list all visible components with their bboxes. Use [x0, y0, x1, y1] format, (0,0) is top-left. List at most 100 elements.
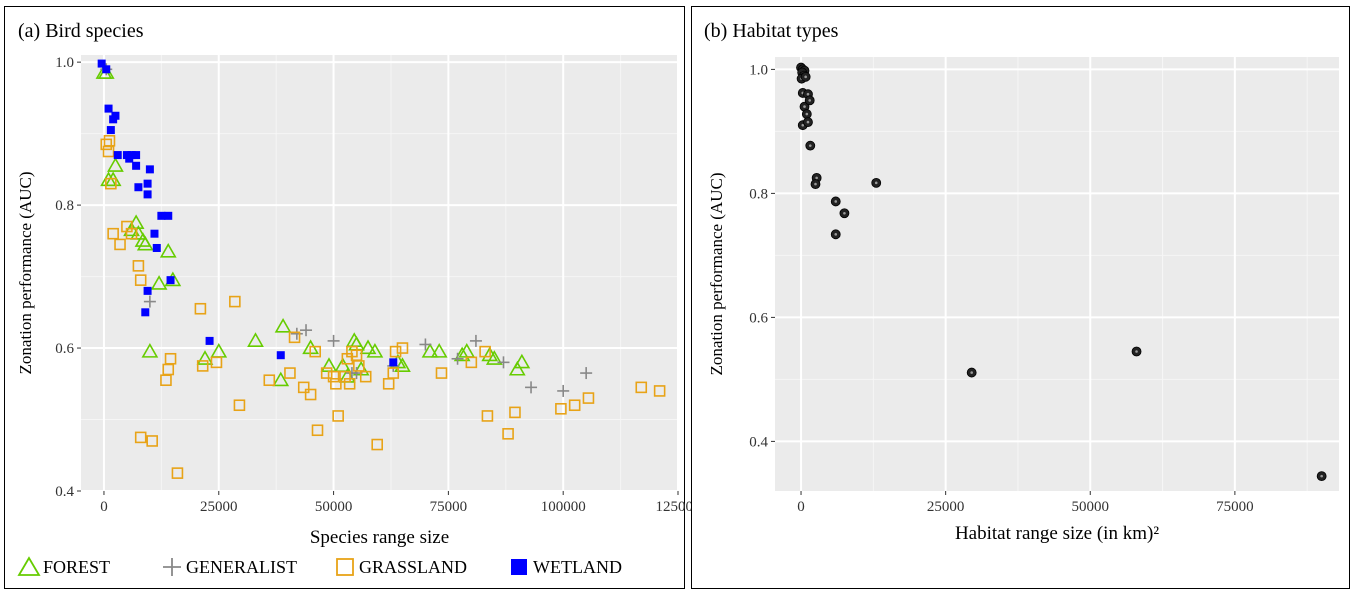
habitat-point-14: [805, 140, 816, 151]
y-tick-label: 1.0: [749, 62, 768, 78]
grassland-point-43: [396, 342, 409, 354]
grassland-point-37: [353, 360, 365, 372]
wetland-point-16: [150, 229, 159, 238]
grassland-point-9: [134, 274, 147, 286]
wetland-point-5: [111, 111, 120, 120]
grassland-point-31: [332, 410, 344, 422]
chart-bird-species: 0 25000 50000 75000 100000 125000 0.4 0.6 0.8 1.0…: [16, 20, 701, 577]
wetland-point-18: [157, 211, 166, 220]
forest-point-31: [430, 343, 448, 358]
grassland-point-20: [233, 399, 246, 412]
generalist-point-9: [451, 352, 464, 365]
y-axis-title: Zonation performance (AUC): [16, 172, 35, 375]
generalist-point-1: [143, 295, 156, 308]
forest-point-29: [394, 357, 411, 372]
x-tick-label: 50000: [1072, 499, 1110, 515]
grassland-point-7: [125, 227, 138, 240]
forest-point-4: [107, 157, 124, 172]
generalist-point-8: [419, 338, 432, 351]
wetland-point-19: [164, 211, 173, 220]
grassland-point-0: [100, 138, 113, 151]
minor-gridlines: [775, 57, 1339, 491]
wetland-point-25: [389, 358, 398, 367]
generalist-point-10: [469, 334, 482, 347]
grassland-point-50: [555, 403, 567, 415]
legend-label: GENERALIST: [186, 557, 297, 577]
forest-point-16: [247, 332, 264, 347]
habitat-point-23: [1316, 471, 1327, 482]
x-tick-label: 75000: [1216, 499, 1254, 515]
legend-marker-grassland: [336, 558, 354, 576]
x-tick-label: 25000: [927, 499, 965, 515]
generalist-point-12: [525, 381, 538, 394]
grassland-point-17: [196, 360, 209, 372]
x-tick-label: 0: [797, 499, 805, 515]
legend-label: WETLAND: [533, 557, 622, 577]
wetland-point-12: [134, 183, 143, 192]
forest-point-9: [136, 235, 154, 251]
y-tick-label: 0.8: [749, 186, 768, 202]
wetland-point-24: [276, 351, 285, 360]
y-tick-label: 0.4: [55, 484, 74, 500]
x-tick-label: 0: [100, 499, 108, 515]
legend-item-wetland: WETLAND: [511, 557, 622, 577]
grassland-point-47: [481, 410, 494, 422]
grassland-point-4: [107, 227, 119, 240]
grassland-point-46: [479, 345, 491, 358]
generalist-point-4: [327, 334, 340, 347]
grassland-point-39: [371, 438, 384, 451]
legend-item-grassland: GRASSLAND: [336, 557, 467, 577]
legend-marker-forest: [17, 556, 41, 576]
chart-title: (a) Bird species: [18, 20, 144, 42]
x-tick-label: 125000: [656, 499, 701, 515]
wetland-point-2: [104, 104, 113, 113]
panel-a-bird-species: 0 25000 50000 75000 100000 125000 0.4 0.6 0.8 1.0…: [4, 6, 701, 589]
wetland-point-10: [132, 151, 141, 160]
plot-background: [81, 55, 678, 491]
forest-point-7: [130, 225, 147, 240]
grassland-point-22: [284, 367, 296, 379]
habitat-point-16: [810, 179, 821, 190]
legend: FOREST GENERALIST GRASSLAND WETLAND: [17, 556, 622, 577]
grassland-point-5: [114, 238, 126, 251]
panel-b-habitat-types: 0 25000 50000 75000 0.4 0.6 0.8 1.0 (b) Habitat …: [691, 6, 1350, 589]
generalist-point-14: [580, 367, 593, 380]
wetland-point-15: [145, 165, 154, 174]
series-wetland: [97, 59, 398, 367]
forest-point-36: [508, 360, 526, 376]
legend-item-forest: FOREST: [17, 556, 110, 577]
grassland-point-11: [146, 435, 158, 447]
series-grassland: [100, 134, 666, 479]
x-tick-label: 75000: [430, 499, 468, 515]
grassland-point-28: [320, 367, 333, 379]
wetland-point-22: [143, 286, 152, 295]
forest-point-35: [485, 350, 503, 365]
y-tick-label: 0.8: [55, 198, 74, 214]
major-gridlines: [775, 57, 1339, 491]
y-tick-label: 0.4: [749, 434, 768, 450]
habitat-point-19: [839, 208, 850, 219]
forest-point-32: [453, 346, 471, 362]
habitat-point-10: [804, 95, 815, 106]
grassland-point-30: [330, 377, 342, 390]
grassland-point-2: [103, 134, 116, 147]
grassland-point-41: [387, 367, 400, 379]
grassland-point-44: [435, 367, 448, 379]
y-tick-label: 0.6: [55, 341, 74, 357]
forest-point-27: [366, 343, 384, 358]
x-axis-title: Species range size: [310, 527, 449, 548]
grassland-point-15: [171, 467, 184, 479]
legend-marker-generalist: [163, 558, 181, 576]
y-axis-title: Zonation performance (AUC): [707, 173, 726, 376]
forest-point-17: [272, 371, 290, 387]
grassland-point-21: [263, 374, 276, 387]
generalist-point-11: [497, 356, 510, 369]
grassland-point-27: [311, 424, 324, 437]
x-axis-title: Habitat range size (in km)²: [955, 523, 1159, 544]
chart-title: (b) Habitat types: [704, 20, 839, 42]
wetland-point-1: [102, 65, 111, 74]
wetland-point-13: [143, 179, 152, 188]
wetland-point-0: [97, 59, 106, 68]
grassland-point-51: [568, 399, 581, 412]
x-tick-label: 50000: [315, 499, 353, 515]
